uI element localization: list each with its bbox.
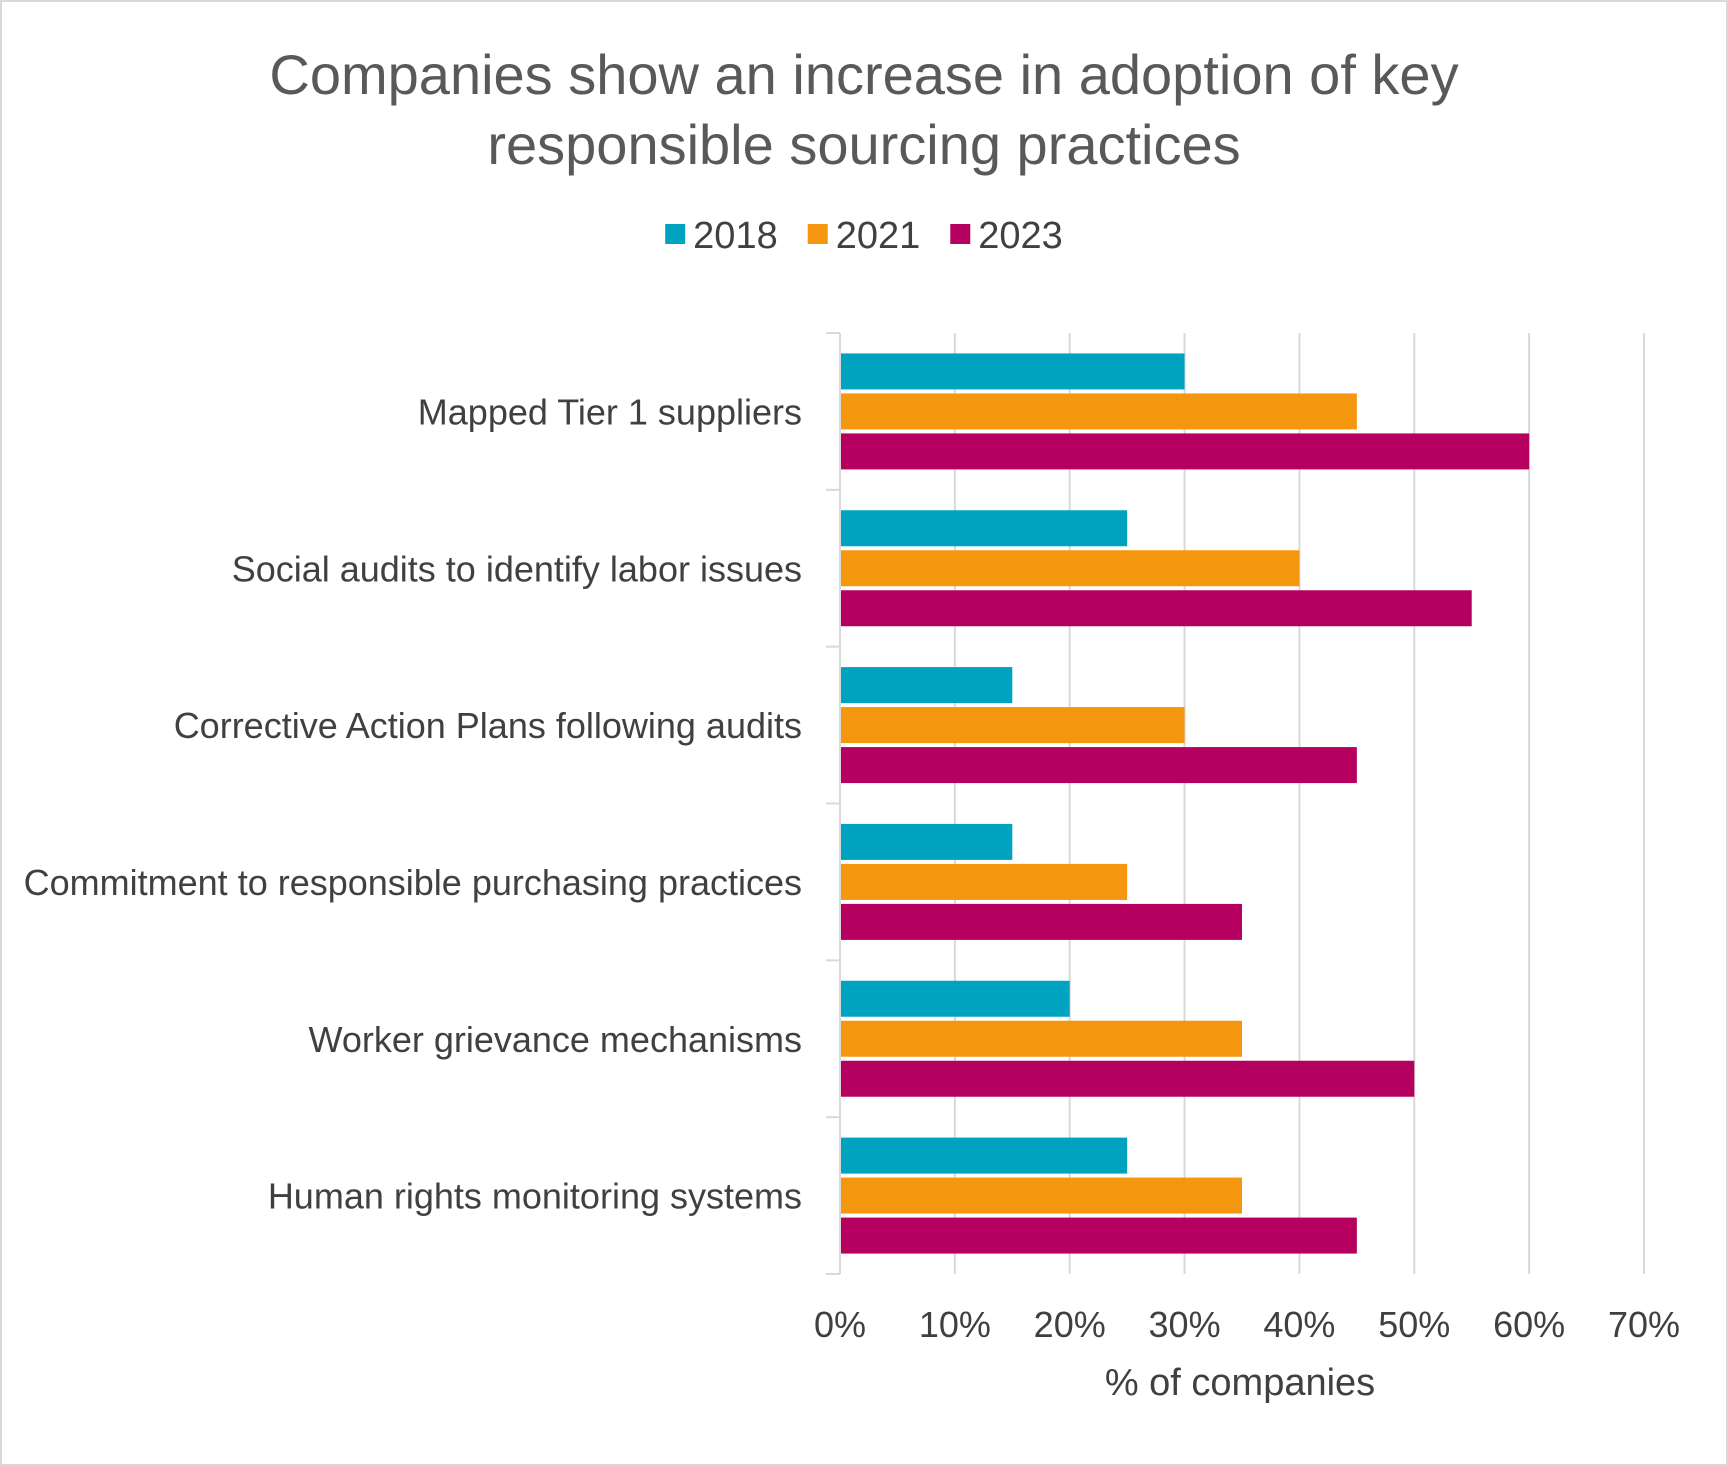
x-tick-label: 30%: [1149, 1304, 1221, 1345]
chart-legend: 2018 2021 2023: [665, 215, 1063, 257]
bar-2021-corrective-action-plans-following-audits: [841, 707, 1185, 744]
legend-swatch: [950, 224, 971, 244]
x-tick-label: 50%: [1378, 1304, 1450, 1345]
bar-2023-social-audits-to-identify-labor-issues: [841, 590, 1472, 627]
legend-item-2023: 2023: [950, 215, 1063, 257]
bar-2018-mapped-tier-1-suppliers: [841, 353, 1185, 390]
gridlines: [953, 333, 1645, 1274]
legend-item-2021: 2021: [807, 215, 921, 257]
legend-label: 2018: [693, 215, 778, 257]
category-label: Mapped Tier 1 suppliers: [418, 391, 802, 432]
category-label: Corrective Action Plans following audits: [174, 705, 802, 746]
bar-2018-corrective-action-plans-following-audits: [841, 667, 1013, 704]
x-tick-label: 40%: [1263, 1304, 1335, 1345]
category-label: Human rights monitoring systems: [268, 1176, 802, 1217]
x-axis-ticks: 0% 10% 20% 30% 40% 50% 60% 70%: [814, 1304, 1680, 1345]
category-label: Worker grievance mechanisms: [308, 1019, 802, 1060]
x-tick-label: 10%: [919, 1304, 991, 1345]
chart-title: Companies show an increase in adoption o…: [269, 43, 1458, 176]
legend-item-2018: 2018: [665, 215, 778, 257]
category-label: Social audits to identify labor issues: [232, 548, 802, 589]
category-label: Commitment to responsible purchasing pra…: [24, 862, 802, 903]
bar-2018-worker-grievance-mechanisms: [841, 980, 1070, 1017]
chart-title-line-2: responsible sourcing practices: [487, 113, 1240, 176]
chart-title-line-1: Companies show an increase in adoption o…: [269, 43, 1458, 106]
bar-2021-commitment-to-responsible-purchasing-practices: [841, 863, 1128, 900]
bar-2018-social-audits-to-identify-labor-issues: [841, 510, 1128, 547]
category-labels: Mapped Tier 1 suppliers Social audits to …: [24, 391, 802, 1216]
y-axis: [826, 332, 841, 1275]
x-axis-label: % of companies: [1105, 1362, 1375, 1404]
x-tick-label: 60%: [1493, 1304, 1565, 1345]
bar-2018-commitment-to-responsible-purchasing-practices: [841, 823, 1013, 860]
legend-swatch: [807, 224, 828, 244]
bar-2023-corrective-action-plans-following-audits: [841, 747, 1357, 784]
bar-2021-worker-grievance-mechanisms: [841, 1020, 1242, 1057]
x-tick-label: 20%: [1034, 1304, 1106, 1345]
x-tick-label: 70%: [1608, 1304, 1680, 1345]
bar-2023-worker-grievance-mechanisms: [841, 1060, 1415, 1097]
bar-2023-human-rights-monitoring-systems: [841, 1217, 1357, 1254]
bar-2021-human-rights-monitoring-systems: [841, 1177, 1242, 1214]
legend-label: 2023: [978, 215, 1063, 257]
bar-2018-human-rights-monitoring-systems: [841, 1137, 1128, 1174]
bar-2023-commitment-to-responsible-purchasing-practices: [841, 903, 1242, 940]
bar-2021-social-audits-to-identify-labor-issues: [841, 550, 1300, 587]
bar-2021-mapped-tier-1-suppliers: [841, 393, 1357, 430]
bar-2023-mapped-tier-1-suppliers: [841, 433, 1530, 470]
legend-label: 2021: [836, 215, 921, 257]
bars: [841, 353, 1530, 1254]
x-tick-label: 0%: [814, 1304, 866, 1345]
legend-swatch: [665, 224, 686, 244]
